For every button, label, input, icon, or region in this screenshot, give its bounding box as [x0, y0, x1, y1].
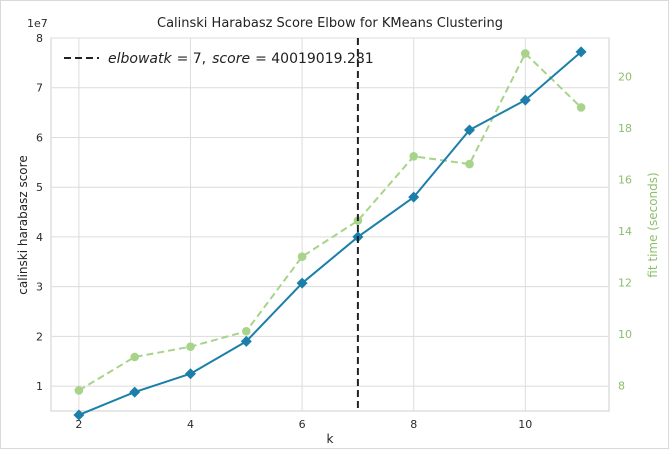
- x-tick-label: 6: [299, 418, 306, 431]
- plot-area: [50, 37, 610, 412]
- y-tick-label: 8: [36, 32, 43, 45]
- gridlines: [51, 37, 609, 411]
- x-tick-label: 8: [410, 418, 417, 431]
- fit-time-marker: [74, 386, 84, 395]
- fit-time-marker: [576, 103, 586, 112]
- score-marker: [73, 409, 85, 421]
- legend-label-elbow: elbowatk = 7, score = 40019019.281: [108, 51, 374, 67]
- score-marker: [519, 94, 531, 106]
- legend-k-name: elbowatk: [108, 51, 172, 67]
- y2-tick-label: 10: [618, 328, 632, 341]
- y-tick-label: 4: [36, 231, 43, 244]
- fit-time-line: [78, 52, 582, 392]
- score-marker: [240, 335, 252, 347]
- fit-time-marker: [242, 326, 251, 336]
- y-axis-title: calinski harabasz score: [16, 155, 30, 294]
- fit-time-marker: [186, 342, 195, 351]
- y2-tick-label: 20: [618, 71, 632, 84]
- y2-axis-title: fit time (seconds): [646, 172, 660, 277]
- y-tick-label: 5: [36, 181, 43, 194]
- score-marker: [129, 386, 141, 398]
- legend-k-value: = 7,: [177, 51, 207, 67]
- y2-tick-label: 14: [618, 225, 632, 238]
- fit-time-marker: [297, 252, 307, 261]
- fit-time-marker: [521, 49, 530, 58]
- score-marker: [296, 277, 308, 289]
- chart-title: Calinski Harabasz Score Elbow for KMeans…: [157, 16, 503, 31]
- legend-score-value: = 40019019.281: [255, 51, 374, 67]
- y2-tick-label: 12: [618, 276, 632, 289]
- legend: elbowatk = 7, score = 40019019.281: [64, 51, 374, 67]
- x-axis-title: k: [327, 432, 334, 446]
- y2-tick-label: 16: [618, 173, 632, 186]
- y2-tick-label: 8: [618, 379, 625, 392]
- fit-time-marker: [409, 152, 419, 161]
- fit-time-marker: [465, 159, 474, 169]
- y2-tick-label: 18: [618, 122, 632, 135]
- x-tick-label: 2: [75, 418, 82, 431]
- score-marker: [185, 368, 196, 380]
- x-tick-label: 10: [518, 418, 532, 431]
- x-tick-label: 4: [187, 418, 194, 431]
- y-offset-label: 1e7: [27, 17, 48, 30]
- score-marker: [408, 191, 420, 203]
- y-tick-label: 7: [36, 82, 43, 95]
- legend-score-name: score: [212, 51, 250, 67]
- y-tick-label: 2: [36, 330, 43, 343]
- score-marker: [575, 46, 587, 58]
- fit-time-marker: [130, 352, 139, 362]
- score-line: [78, 51, 582, 416]
- y-tick-label: 3: [36, 281, 43, 294]
- y-tick-label: 6: [36, 131, 43, 144]
- score-marker: [464, 124, 475, 136]
- y-tick-label: 1: [36, 380, 43, 393]
